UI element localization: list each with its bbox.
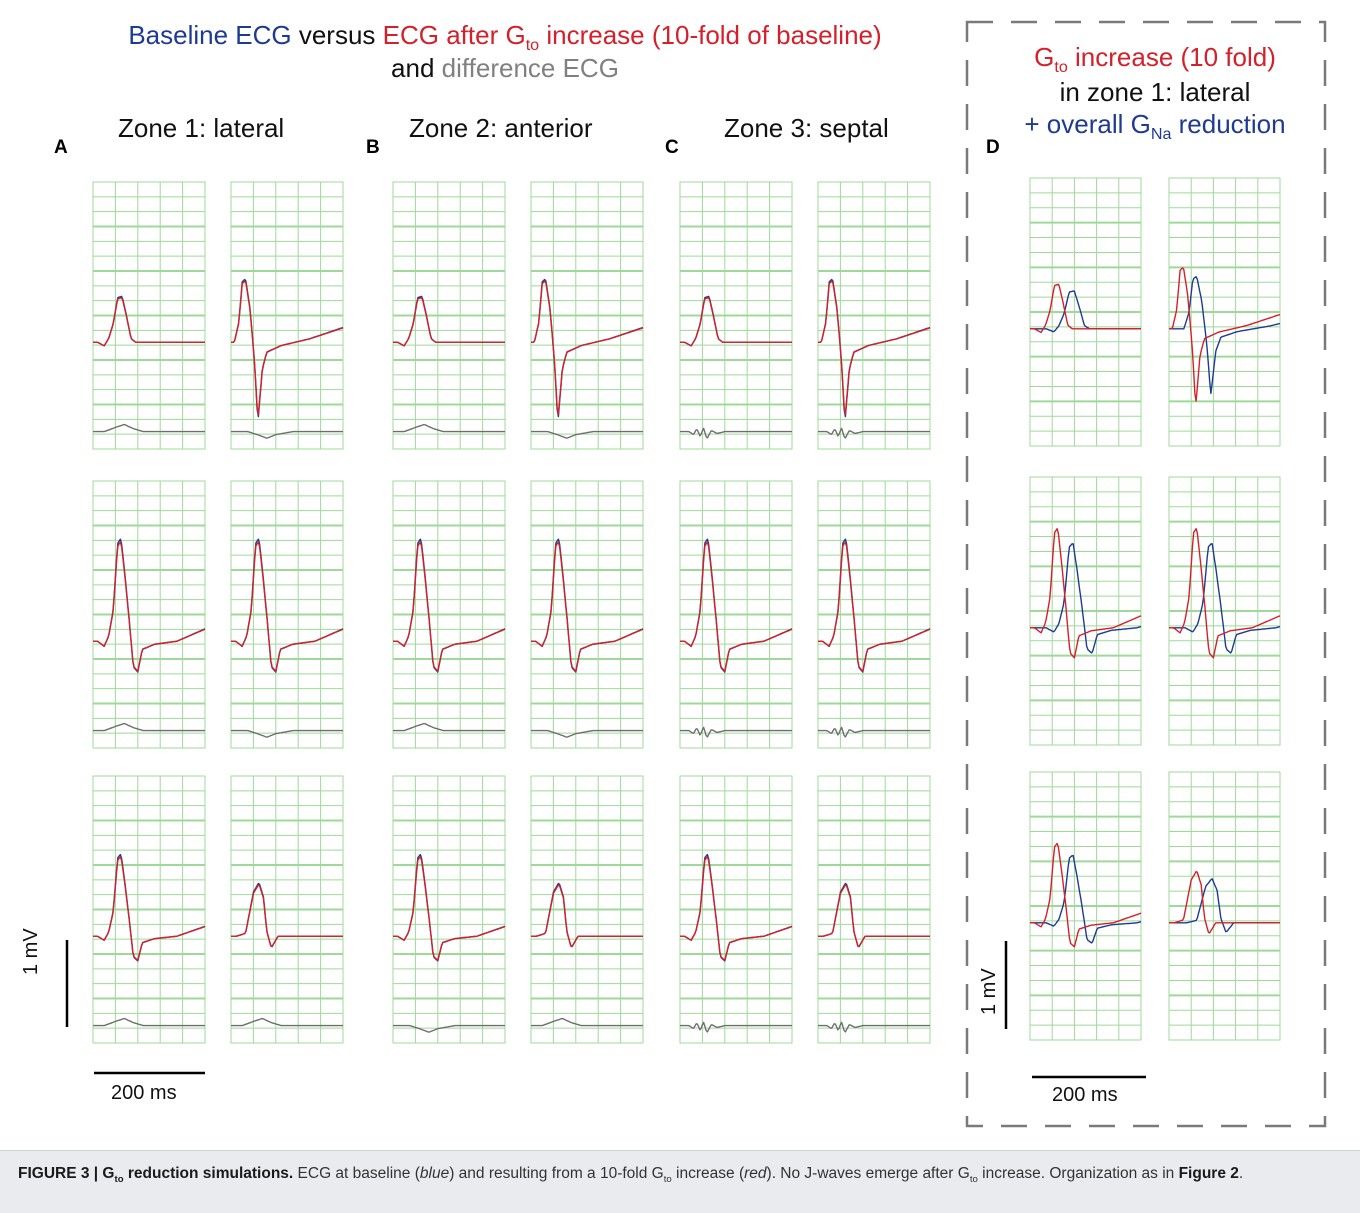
difference-trace — [818, 1021, 930, 1033]
caption-label: FIGURE 3 | G — [18, 1165, 115, 1182]
panel-letter-a: A — [54, 137, 68, 158]
panel-d-dashed-frame — [965, 20, 1327, 1128]
panel-d-title-line2: in zone 1: lateral — [960, 77, 1350, 108]
increase-trace — [93, 541, 206, 672]
title-segment: difference ECG — [441, 53, 619, 83]
title-segment: ECG after G — [382, 20, 526, 50]
increase-trace — [231, 541, 344, 672]
figure-title-line1: Baseline ECG versus ECG after Gto increa… — [0, 20, 1010, 55]
caption-text: ) and resulting from a 10-fold G — [449, 1165, 664, 1182]
caption-text: ECG at baseline ( — [293, 1165, 420, 1182]
title-segment: G — [1034, 42, 1055, 72]
increase-trace — [1030, 528, 1142, 659]
difference-trace — [531, 430, 643, 439]
difference-trace — [393, 1024, 505, 1033]
title-segment: + overall G — [1024, 109, 1151, 139]
difference-trace — [531, 1017, 643, 1027]
increase-trace — [231, 280, 344, 416]
caption-text: . — [1238, 1165, 1244, 1182]
figure-title-line2: and difference ECG — [0, 53, 1010, 84]
title-subscript: Na — [1150, 125, 1172, 144]
increase-trace — [393, 297, 505, 347]
time-scale-label-a: 200 ms — [111, 1082, 177, 1104]
difference-trace — [231, 1017, 343, 1027]
increase-trace — [531, 541, 644, 672]
title-part: Baseline ECG versus ECG after Gto increa… — [128, 20, 882, 54]
difference-trace — [531, 729, 643, 738]
difference-trace — [231, 729, 343, 738]
increase-trace — [531, 884, 643, 947]
difference-trace — [93, 1017, 205, 1027]
title-segment: increase (10-fold of baseline) — [539, 20, 882, 50]
baseline-trace — [1030, 543, 1142, 654]
zone-title-a: Zone 1: lateral — [118, 113, 285, 143]
title-subscript: to — [525, 36, 540, 55]
increase-trace — [1169, 528, 1281, 659]
difference-trace — [680, 726, 792, 738]
panel-d-title-part: + overall GNa reduction — [1024, 109, 1286, 143]
caption-sub: to — [663, 1174, 672, 1186]
caption-label-sub: to — [114, 1174, 124, 1186]
title-segment: in zone 1: lateral — [1059, 77, 1251, 107]
caption-blue-word: blue — [419, 1165, 450, 1182]
zone-title-c: Zone 3: septal — [724, 113, 889, 143]
figure-caption: FIGURE 3 | Gto reduction simulations. EC… — [0, 1150, 1360, 1213]
increase-trace — [680, 856, 793, 961]
increase-trace — [818, 280, 931, 416]
panel-d-title-line1: Gto increase (10 fold) — [960, 42, 1350, 77]
caption-text: increase ( — [671, 1165, 745, 1182]
title-part: and difference ECG — [391, 53, 619, 83]
caption-text: increase. Organization as in — [977, 1165, 1179, 1182]
increase-trace — [393, 541, 506, 672]
difference-trace — [93, 722, 205, 732]
difference-trace — [818, 427, 930, 439]
baseline-trace — [1169, 276, 1281, 395]
panel-d-title-part: Gto increase (10 fold) — [1034, 42, 1276, 76]
title-segment: and — [391, 53, 442, 83]
title-subscript: to — [1054, 58, 1068, 77]
difference-trace — [680, 1021, 792, 1033]
baseline-trace — [1030, 854, 1142, 944]
increase-trace — [1030, 283, 1141, 334]
ecg-figure-graphics — [65, 20, 1327, 1128]
increase-trace — [1169, 267, 1281, 402]
difference-trace — [393, 423, 505, 433]
caption-sub: to — [969, 1174, 978, 1186]
increase-trace — [393, 856, 506, 961]
title-segment: versus — [291, 20, 383, 50]
difference-trace — [818, 726, 930, 738]
baseline-trace — [1169, 543, 1281, 654]
difference-trace — [93, 423, 205, 433]
caption-title: reduction simulations. — [123, 1165, 294, 1182]
increase-trace — [231, 884, 343, 947]
increase-trace — [818, 884, 930, 947]
increase-trace — [1169, 870, 1280, 934]
increase-trace — [93, 297, 205, 347]
increase-trace — [818, 541, 931, 672]
caption-text: ). No J-waves emerge after G — [766, 1165, 970, 1182]
difference-trace — [680, 427, 792, 439]
increase-trace — [680, 297, 792, 347]
caption-figure-ref[interactable]: Figure 2 — [1178, 1165, 1239, 1182]
increase-trace — [531, 280, 644, 416]
panel-letter-d: D — [986, 137, 1000, 158]
panel-d-title-line3: + overall GNa reduction — [960, 109, 1350, 144]
increase-trace — [1030, 842, 1142, 948]
panel-letter-b: B — [366, 137, 380, 158]
increase-trace — [93, 856, 206, 961]
panel-d-title-part: in zone 1: lateral — [1060, 77, 1251, 107]
title-segment: reduction — [1171, 109, 1286, 139]
panel-letter-c: C — [665, 137, 679, 158]
title-segment: Baseline ECG — [128, 20, 292, 50]
difference-trace — [393, 722, 505, 732]
zone-title-b: Zone 2: anterior — [409, 113, 593, 143]
difference-trace — [231, 430, 343, 439]
title-segment: increase (10 fold) — [1067, 42, 1276, 72]
figure: Baseline ECG versus ECG after Gto increa… — [0, 20, 1350, 1128]
increase-trace — [680, 541, 793, 672]
time-scale-label-d: 200 ms — [1052, 1084, 1118, 1106]
caption-red-word: red — [744, 1165, 767, 1182]
